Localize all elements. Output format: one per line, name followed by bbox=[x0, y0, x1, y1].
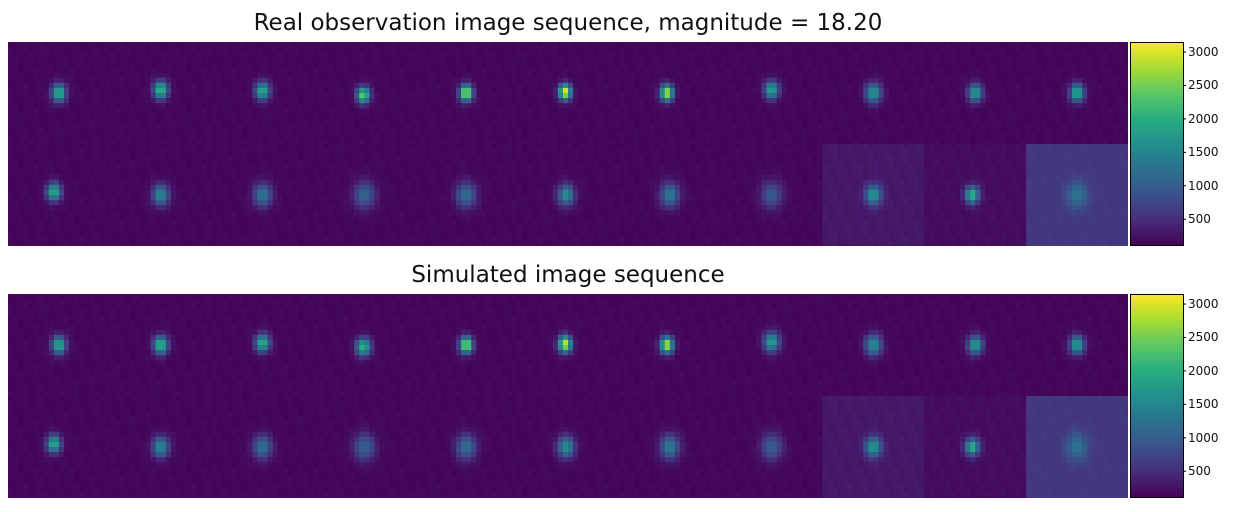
colorbar-tick-label-2500: 2500 bbox=[1188, 78, 1219, 93]
frame-21 bbox=[924, 396, 1027, 498]
colorbar-tick-label-1500: 1500 bbox=[1188, 145, 1219, 160]
panel-title-real: Real observation image sequence, magnitu… bbox=[253, 10, 883, 36]
frame-21 bbox=[924, 144, 1027, 246]
panel-title-simulated: Simulated image sequence bbox=[411, 262, 725, 288]
frame-7 bbox=[618, 42, 722, 145]
frame-18 bbox=[618, 396, 722, 498]
frame-8 bbox=[720, 294, 823, 397]
colorbar-tick-label-2000: 2000 bbox=[1188, 111, 1219, 126]
frame-14 bbox=[211, 144, 314, 246]
frame-4 bbox=[313, 42, 416, 145]
frame-1 bbox=[8, 294, 111, 397]
frame-15 bbox=[313, 396, 416, 498]
frame-10 bbox=[924, 42, 1027, 145]
real-colorbar bbox=[1130, 42, 1186, 246]
real-image-grid bbox=[8, 42, 1128, 246]
simulated-image-grid bbox=[8, 294, 1128, 498]
frame-8 bbox=[720, 42, 823, 145]
frame-18 bbox=[618, 144, 722, 246]
frame-1 bbox=[8, 42, 111, 145]
frame-17 bbox=[517, 396, 620, 498]
frame-2 bbox=[109, 42, 213, 145]
frame-19 bbox=[720, 396, 823, 498]
colorbar-tick-label-500: 500 bbox=[1188, 212, 1211, 227]
frame-12 bbox=[8, 144, 111, 246]
frame-10 bbox=[924, 294, 1027, 397]
frame-13 bbox=[109, 144, 213, 246]
frame-11 bbox=[1026, 42, 1128, 145]
frame-22 bbox=[1026, 144, 1128, 246]
colorbar-tick-label-1000: 1000 bbox=[1188, 430, 1219, 445]
colorbar-tick-label-500: 500 bbox=[1188, 464, 1211, 479]
frame-3 bbox=[211, 294, 314, 397]
frame-6 bbox=[517, 42, 620, 145]
frame-16 bbox=[415, 144, 518, 246]
colorbar-tick-label-1500: 1500 bbox=[1188, 397, 1219, 412]
frame-14 bbox=[211, 396, 314, 498]
frame-7 bbox=[618, 294, 722, 397]
colorbar-tick-label-3000: 3000 bbox=[1188, 297, 1219, 312]
frame-17 bbox=[517, 144, 620, 246]
colorbar-tick-label-2500: 2500 bbox=[1188, 330, 1219, 345]
frame-2 bbox=[109, 294, 213, 397]
frame-19 bbox=[720, 144, 823, 246]
frame-3 bbox=[211, 42, 314, 145]
colorbar-frame bbox=[1130, 294, 1184, 498]
colorbar-gradient bbox=[1130, 294, 1184, 498]
frame-16 bbox=[415, 396, 518, 498]
colorbar-frame bbox=[1130, 42, 1184, 246]
frame-20 bbox=[822, 396, 925, 498]
frame-9 bbox=[822, 294, 925, 397]
frame-11 bbox=[1026, 294, 1128, 397]
frame-5 bbox=[415, 42, 518, 145]
frame-22 bbox=[1026, 396, 1128, 498]
simulated-colorbar bbox=[1130, 294, 1186, 498]
frame-15 bbox=[313, 144, 416, 246]
frame-5 bbox=[415, 294, 518, 397]
colorbar-tick-label-3000: 3000 bbox=[1188, 45, 1219, 60]
colorbar-gradient bbox=[1130, 42, 1184, 246]
frame-4 bbox=[313, 294, 416, 397]
frame-13 bbox=[109, 396, 213, 498]
frame-9 bbox=[822, 42, 925, 145]
frame-20 bbox=[822, 144, 925, 246]
colorbar-tick-label-1000: 1000 bbox=[1188, 178, 1219, 193]
colorbar-tick-label-2000: 2000 bbox=[1188, 363, 1219, 378]
frame-6 bbox=[517, 294, 620, 397]
frame-12 bbox=[8, 396, 111, 498]
